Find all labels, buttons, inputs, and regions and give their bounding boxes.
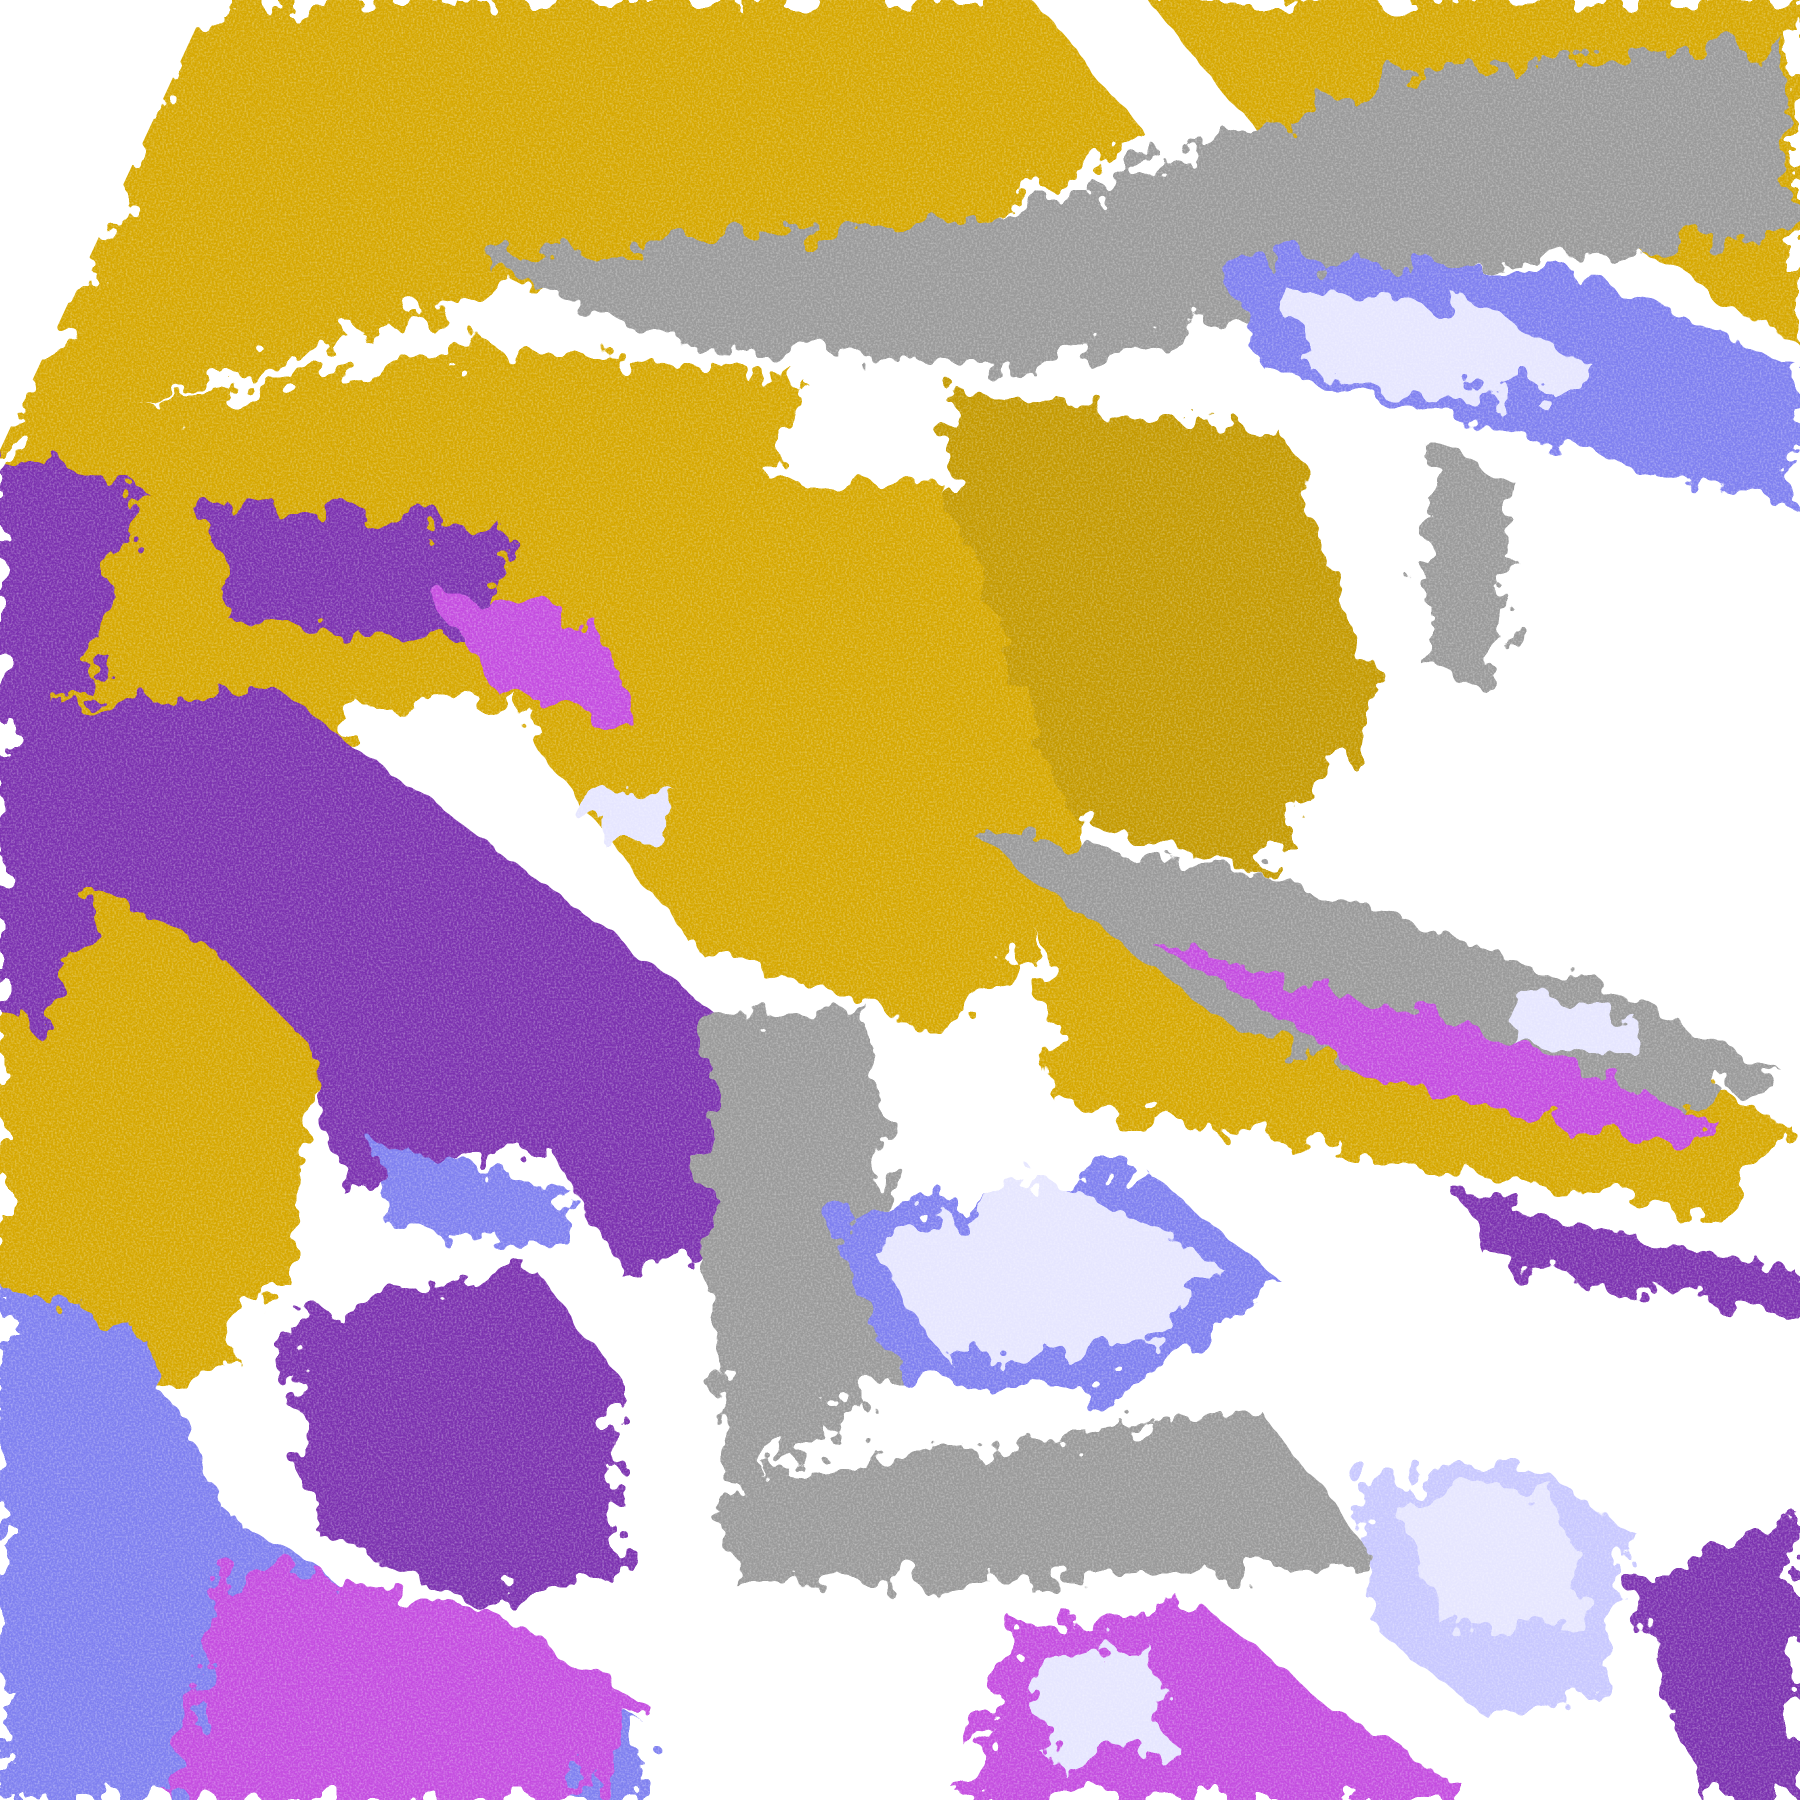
no-data-corner: [0, 0, 209, 450]
